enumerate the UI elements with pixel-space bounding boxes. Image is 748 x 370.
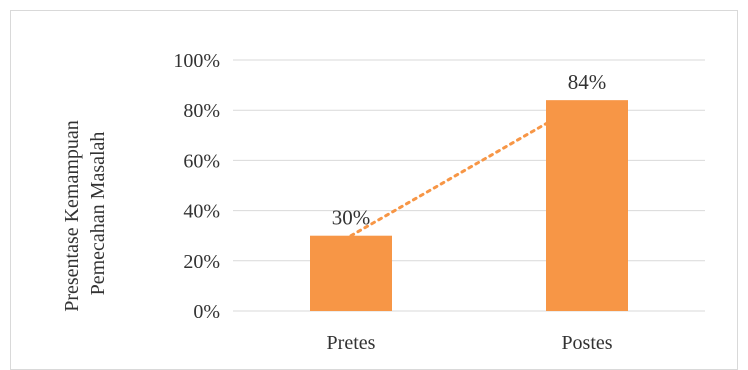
- y-axis-title-line-2: Pemecahan Masalah: [87, 132, 109, 296]
- data-label: 84%: [568, 70, 607, 94]
- y-tick-label: 60%: [183, 150, 220, 172]
- y-tick-label: 20%: [183, 251, 220, 273]
- y-tick-label: 40%: [183, 201, 220, 223]
- x-tick-label: Postes: [561, 332, 612, 354]
- y-axis-title: Presentase Kemampuan Pemecahan Masalah: [61, 115, 109, 312]
- x-axis-ticks: Pretes Postes: [327, 332, 613, 354]
- data-labels: 30% 84%: [332, 70, 607, 230]
- bars: [310, 100, 628, 311]
- y-tick-label: 80%: [183, 100, 220, 122]
- bar-postes: [546, 100, 628, 311]
- gridlines: [233, 59, 705, 312]
- y-axis-ticks: 0% 20% 40% 60% 80% 100%: [173, 50, 220, 323]
- bar-pretes: [310, 235, 392, 311]
- y-axis-title-line-1: Presentase Kemampuan: [61, 120, 83, 312]
- bar-chart: 0% 20% 40% 60% 80% 100% Pretes Postes 30% 84% P…: [61, 50, 705, 354]
- trendline: [349, 119, 552, 238]
- y-tick-label: 100%: [173, 50, 220, 72]
- data-label: 30%: [332, 206, 371, 230]
- y-tick-label: 0%: [193, 301, 220, 323]
- x-tick-label: Pretes: [327, 332, 376, 354]
